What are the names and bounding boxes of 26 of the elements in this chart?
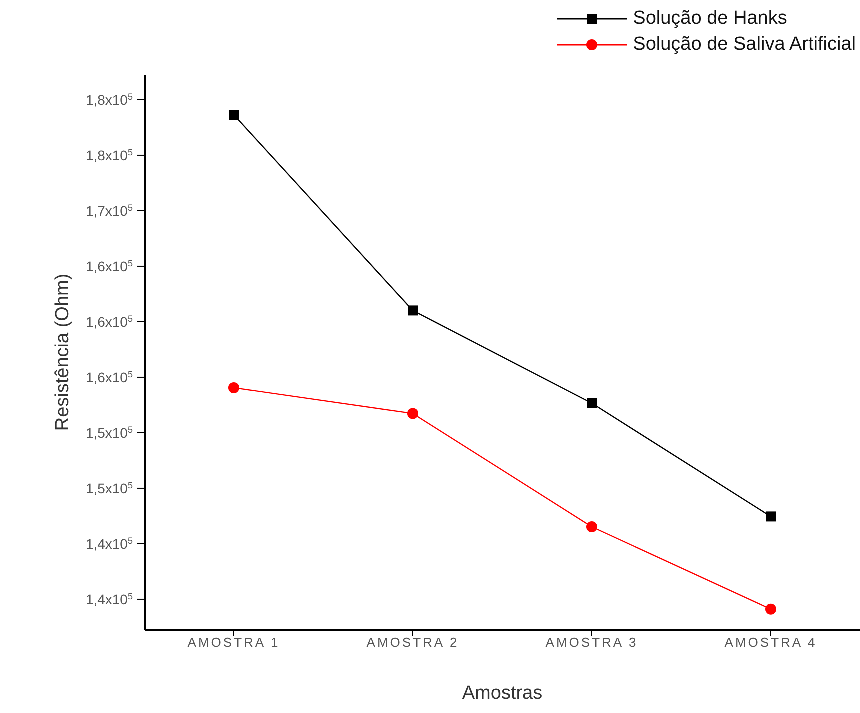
text: 1,6x10$^{5}$	[86, 369, 133, 386]
point	[408, 408, 418, 420]
point	[766, 512, 776, 522]
text: 1,4x10$^{5}$	[86, 536, 133, 552]
point	[586, 522, 598, 532]
text: 1,7x10$^{5}$	[86, 202, 133, 219]
text: 1,8x10$^{5}$	[86, 147, 133, 164]
x-tick-label: AMOSTRA 3	[546, 635, 638, 650]
point	[408, 306, 418, 316]
text: 1,5x10$^{5}$	[86, 424, 133, 441]
point	[766, 604, 776, 615]
point	[587, 398, 597, 408]
point	[229, 110, 239, 120]
x-axis-title: Amostras	[462, 683, 543, 704]
text: 1,8x10$^{5}$	[86, 92, 133, 108]
point	[228, 382, 240, 394]
text: 1,6x10$^{5}$	[86, 314, 133, 330]
text: 1,5x10$^{5}$	[86, 480, 133, 496]
x-tick-label: AMOSTRA 2	[366, 635, 460, 650]
text: 1,6x10$^{5}$	[86, 258, 133, 274]
text: 1,4x10$^{5}$	[86, 591, 133, 608]
legend-label: Solução de Hanks	[633, 8, 788, 30]
x-tick-label: AMOSTRA 1	[188, 635, 280, 650]
y-axis-title: Resistência (Ohm)	[52, 274, 74, 432]
x-tick-label: AMOSTRA 4	[724, 635, 818, 650]
legend-label: Solução de Saliva Artificial	[633, 34, 856, 56]
